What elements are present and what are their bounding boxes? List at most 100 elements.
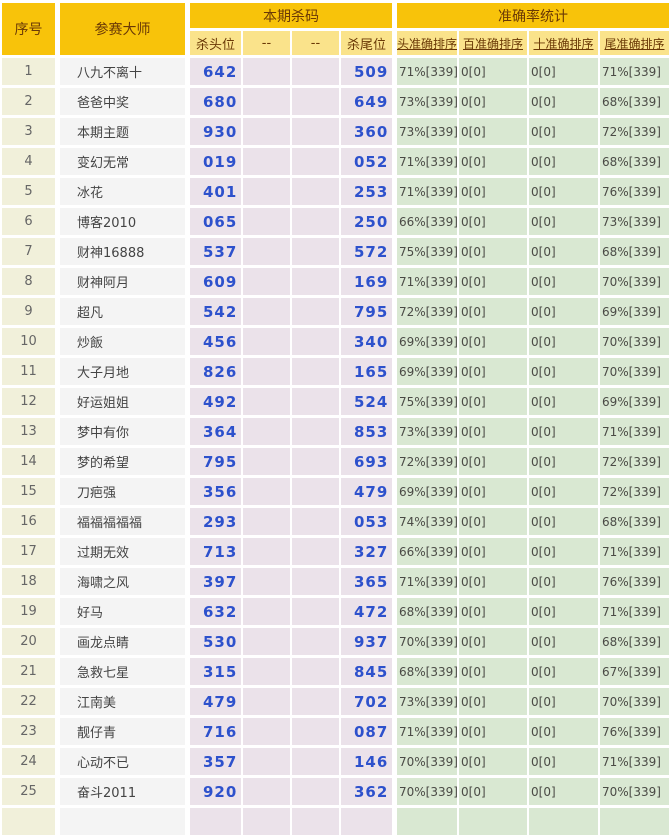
cell-kill-mid-2 — [292, 628, 339, 655]
table-row: 10 炒飯 456 340 69%[339] 0[0] 0[0] 70%[339… — [2, 328, 669, 355]
subheader-sort-acc-head[interactable]: 头准确排序 — [394, 31, 457, 55]
cell-acc-head: 69%[339] — [394, 358, 457, 385]
cell-acc-head: 68%[339] — [394, 598, 457, 625]
cell-kill-mid-2 — [292, 508, 339, 535]
cell-acc-hundred: 0[0] — [459, 268, 527, 295]
cell-master-name: 靓仔青 — [57, 718, 185, 745]
cell-kill-mid-1 — [243, 238, 290, 265]
sort-acc-head-link[interactable]: 头准确排序 — [397, 36, 457, 51]
cell-kill-tail: 087 — [341, 718, 392, 745]
cell-acc-head: 72%[339] — [394, 448, 457, 475]
cell-serial: 9 — [2, 298, 55, 325]
cell-serial: 7 — [2, 238, 55, 265]
subheader-sort-acc-hundred[interactable]: 百准确排序 — [459, 31, 527, 55]
table-row: 7 财神16888 537 572 75%[339] 0[0] 0[0] 68%… — [2, 238, 669, 265]
cell-kill-mid-1 — [243, 508, 290, 535]
cell-master-name: 画龙点睛 — [57, 628, 185, 655]
cell-acc-ten: 0[0] — [529, 268, 598, 295]
cell-acc-head: 75%[339] — [394, 388, 457, 415]
cell-acc-ten: 0[0] — [529, 478, 598, 505]
cell-acc-head: 72%[339] — [394, 298, 457, 325]
cell-acc-ten: 0[0] — [529, 718, 598, 745]
cell-kill-mid-1 — [243, 808, 290, 835]
cell-acc-tail: 70%[339] — [600, 268, 669, 295]
cell-acc-tail: 72%[339] — [600, 448, 669, 475]
subheader-sort-acc-tail[interactable]: 尾准确排序 — [600, 31, 669, 55]
header-row-sub: 杀头位 -- -- 杀尾位 头准确排序 百准确排序 十准确排序 尾准确排序 — [2, 31, 669, 55]
cell-acc-hundred: 0[0] — [459, 598, 527, 625]
cell-kill-head: 632 — [187, 598, 241, 625]
cell-kill-tail: 937 — [341, 628, 392, 655]
cell-serial: 10 — [2, 328, 55, 355]
table-row: 14 梦的希望 795 693 72%[339] 0[0] 0[0] 72%[3… — [2, 448, 669, 475]
subheader-dash-1: -- — [243, 31, 290, 55]
cell-serial: 2 — [2, 88, 55, 115]
cell-kill-mid-2 — [292, 58, 339, 85]
header-row-groups: 序号 参赛大师 本期杀码 准确率统计 — [2, 3, 669, 55]
cell-master-name: 本期主题 — [57, 118, 185, 145]
cell-acc-tail: 72%[339] — [600, 478, 669, 505]
cell-kill-mid-1 — [243, 298, 290, 325]
cell-acc-hundred: 0[0] — [459, 208, 527, 235]
cell-serial: 17 — [2, 538, 55, 565]
cell-acc-hundred: 0[0] — [459, 778, 527, 805]
cell-serial: 3 — [2, 118, 55, 145]
cell-kill-mid-2 — [292, 358, 339, 385]
cell-serial: 11 — [2, 358, 55, 385]
cell-acc-ten: 0[0] — [529, 658, 598, 685]
subheader-sort-acc-ten[interactable]: 十准确排序 — [529, 31, 598, 55]
cell-kill-tail: 524 — [341, 388, 392, 415]
cell-serial: 20 — [2, 628, 55, 655]
cell-kill-head: 364 — [187, 418, 241, 445]
cell-kill-mid-2 — [292, 748, 339, 775]
cell-acc-hundred: 0[0] — [459, 388, 527, 415]
cell-acc-ten: 0[0] — [529, 148, 598, 175]
cell-acc-tail: 68%[339] — [600, 148, 669, 175]
cell-acc-hundred: 0[0] — [459, 178, 527, 205]
table-row: 18 海啸之风 397 365 71%[339] 0[0] 0[0] 76%[3… — [2, 568, 669, 595]
table-row: 12 好运姐姐 492 524 75%[339] 0[0] 0[0] 69%[3… — [2, 388, 669, 415]
cell-acc-tail: 68%[339] — [600, 238, 669, 265]
table-row: 13 梦中有你 364 853 73%[339] 0[0] 0[0] 71%[3… — [2, 418, 669, 445]
cell-master-name: 好运姐姐 — [57, 388, 185, 415]
cell-acc-ten: 0[0] — [529, 58, 598, 85]
sort-acc-tail-link[interactable]: 尾准确排序 — [604, 36, 665, 51]
cell-acc-hundred: 0[0] — [459, 58, 527, 85]
cell-acc-ten: 0[0] — [529, 418, 598, 445]
cell-kill-head: 716 — [187, 718, 241, 745]
cell-acc-ten: 0[0] — [529, 88, 598, 115]
cell-kill-head: 537 — [187, 238, 241, 265]
cell-kill-head: 642 — [187, 58, 241, 85]
cell-acc-hundred: 0[0] — [459, 628, 527, 655]
cell-acc-ten: 0[0] — [529, 388, 598, 415]
cell-kill-tail: 795 — [341, 298, 392, 325]
cell-acc-hundred: 0[0] — [459, 238, 527, 265]
cell-acc-ten: 0[0] — [529, 298, 598, 325]
cell-acc-head: 70%[339] — [394, 628, 457, 655]
cell-kill-head: 356 — [187, 478, 241, 505]
cell-master-name — [57, 808, 185, 835]
sort-acc-hundred-link[interactable]: 百准确排序 — [462, 36, 523, 51]
cell-kill-mid-2 — [292, 538, 339, 565]
sort-acc-ten-link[interactable]: 十准确排序 — [533, 36, 594, 51]
cell-kill-mid-1 — [243, 118, 290, 145]
cell-kill-mid-2 — [292, 298, 339, 325]
cell-master-name: 爸爸中奖 — [57, 88, 185, 115]
cell-kill-head: 293 — [187, 508, 241, 535]
cell-kill-head: 795 — [187, 448, 241, 475]
cell-kill-mid-1 — [243, 628, 290, 655]
cell-acc-head: 71%[339] — [394, 268, 457, 295]
cell-kill-head: 930 — [187, 118, 241, 145]
cell-acc-ten: 0[0] — [529, 568, 598, 595]
cell-master-name: 财神16888 — [57, 238, 185, 265]
header-serial: 序号 — [2, 3, 55, 55]
cell-acc-ten: 0[0] — [529, 118, 598, 145]
cell-kill-head: 315 — [187, 658, 241, 685]
cell-master-name: 刀疤强 — [57, 478, 185, 505]
cell-acc-head: 66%[339] — [394, 208, 457, 235]
cell-kill-mid-1 — [243, 208, 290, 235]
cell-kill-mid-1 — [243, 178, 290, 205]
cell-serial: 6 — [2, 208, 55, 235]
cell-master-name: 梦的希望 — [57, 448, 185, 475]
